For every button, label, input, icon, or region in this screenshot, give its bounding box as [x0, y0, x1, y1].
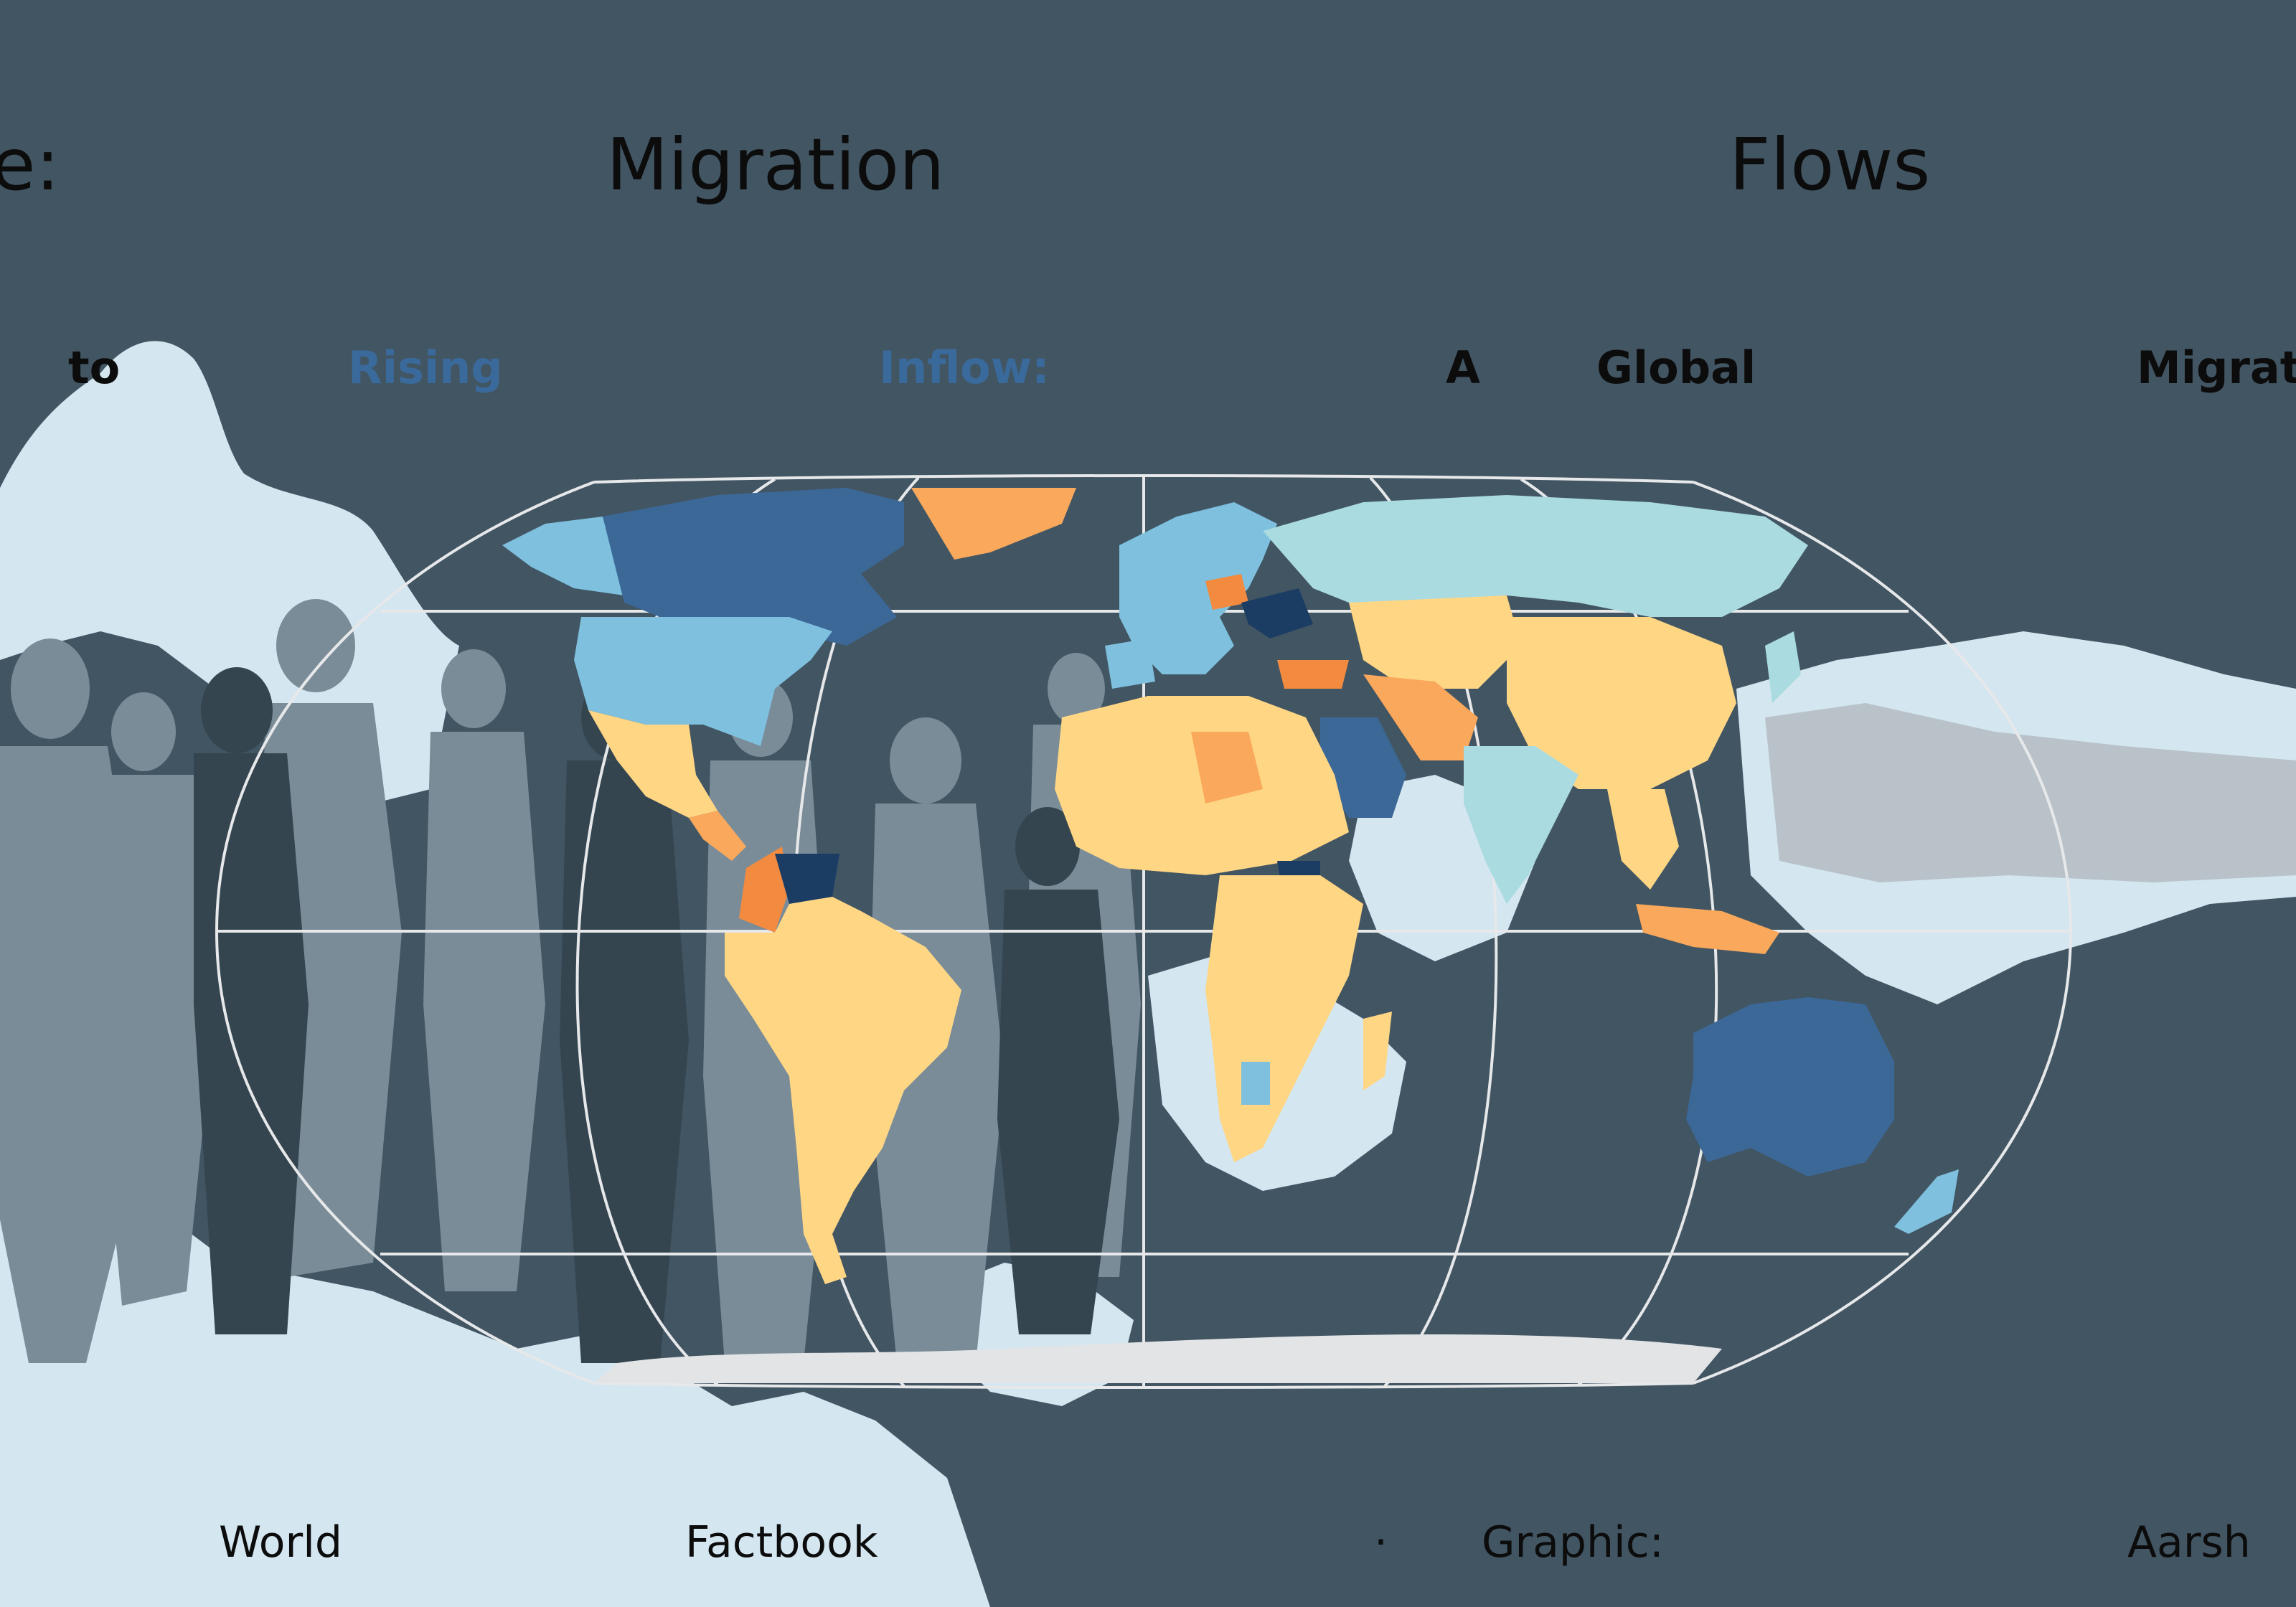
footer-word-3: Graphic: [1482, 1517, 1664, 1568]
central-asia [1349, 595, 1521, 689]
canada [603, 488, 904, 646]
title-word-3: Flows [1729, 123, 1931, 207]
footer-separator: · [1374, 1517, 1388, 1568]
colombia [739, 847, 789, 933]
madagascar [1363, 1012, 1392, 1090]
poland [1205, 574, 1248, 610]
alaska [502, 517, 631, 595]
russia [1263, 495, 1808, 617]
southern-africa [1205, 875, 1363, 1162]
southeast-asia [1607, 789, 1679, 890]
australia [1686, 997, 1894, 1177]
usa [574, 617, 832, 746]
botswana [1241, 1062, 1270, 1105]
subtitle-word-6: Migrati [2137, 341, 2296, 394]
middle-east [1363, 674, 1478, 760]
footer-word-1: World [219, 1517, 342, 1568]
footer-word-4: Aarsh [2127, 1517, 2251, 1568]
subtitle-word-1: to [68, 341, 121, 394]
footer-word-2: Factbook [685, 1517, 878, 1568]
subtitle-word-3: Inflow: [879, 341, 1050, 394]
title-word-2: Migration [606, 123, 945, 207]
iberia [1105, 638, 1155, 689]
greenland [911, 488, 1076, 560]
china [1507, 617, 1736, 789]
sahel [1191, 732, 1263, 804]
europe [1119, 502, 1277, 674]
antarctica [594, 1334, 1722, 1383]
venezuela [775, 854, 839, 904]
subtitle-word-5: Global [1596, 341, 1756, 394]
central-america [689, 811, 746, 861]
subtitle-word-4: A [1446, 341, 1480, 394]
south-america [725, 897, 961, 1284]
title-word-1: e: [0, 123, 60, 207]
mexico [588, 710, 718, 818]
new-zealand [1894, 1169, 1959, 1234]
subtitle-word-2: Rising [348, 341, 503, 394]
ukraine [1241, 588, 1313, 638]
turkey [1277, 660, 1349, 689]
india [1464, 746, 1578, 904]
japan [1765, 631, 1801, 703]
indonesia [1636, 904, 1779, 954]
saudi-arabia [1320, 717, 1406, 818]
